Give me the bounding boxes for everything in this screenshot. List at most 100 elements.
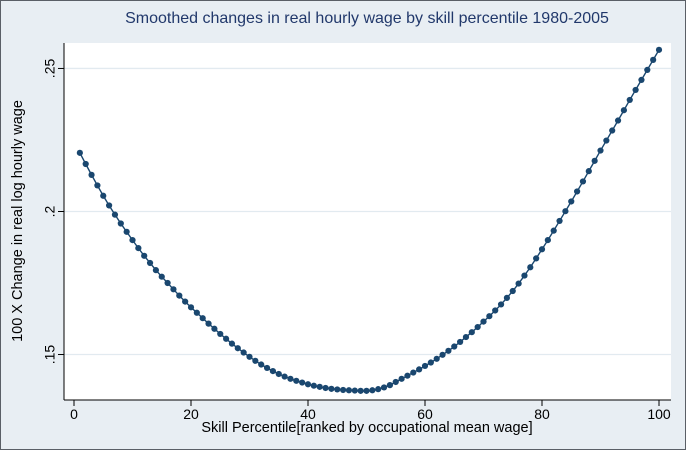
data-point xyxy=(199,315,206,322)
data-point xyxy=(591,157,598,164)
data-point xyxy=(550,227,557,234)
data-point xyxy=(457,338,464,346)
x-tick-label: 40 xyxy=(300,406,316,422)
data-point xyxy=(310,382,317,389)
x-tick-label: 0 xyxy=(70,406,78,422)
data-point xyxy=(544,236,551,244)
data-point xyxy=(556,217,563,225)
data-point xyxy=(340,386,347,394)
x-tick-label: 80 xyxy=(534,406,550,422)
data-point xyxy=(281,373,288,380)
data-point xyxy=(82,160,89,168)
data-point xyxy=(322,384,329,392)
data-point xyxy=(304,381,312,388)
x-tick-label: 100 xyxy=(647,406,671,422)
data-point xyxy=(287,375,294,382)
y-tick-label: .25 xyxy=(42,59,58,79)
data-point xyxy=(527,264,534,271)
data-point xyxy=(228,340,236,347)
data-point xyxy=(94,182,101,189)
data-point xyxy=(650,56,657,63)
data-point xyxy=(158,273,165,280)
data-point xyxy=(609,127,616,134)
data-point xyxy=(433,355,440,362)
data-point xyxy=(111,211,119,218)
data-point xyxy=(135,245,142,252)
data-point xyxy=(351,387,358,394)
data-point xyxy=(632,86,639,94)
data-point xyxy=(480,318,487,325)
data-point xyxy=(223,335,230,342)
x-axis-title: Skill Percentile[ranked by occupational … xyxy=(201,420,533,436)
data-point xyxy=(439,351,446,358)
data-point xyxy=(579,178,587,185)
data-point xyxy=(328,385,335,392)
data-point xyxy=(269,368,277,375)
data-line xyxy=(79,49,660,392)
x-tick-label: 60 xyxy=(417,406,433,422)
data-point xyxy=(521,272,528,279)
data-point xyxy=(146,259,154,267)
data-point xyxy=(574,188,581,195)
data-point xyxy=(211,325,218,332)
data-point xyxy=(503,294,511,301)
data-point xyxy=(357,387,364,394)
y-tick-label: .2 xyxy=(42,205,58,217)
data-point xyxy=(275,370,282,378)
data-point xyxy=(234,345,241,352)
data-point xyxy=(123,228,130,235)
data-point xyxy=(386,382,394,389)
data-point xyxy=(392,378,399,386)
data-point xyxy=(597,147,604,154)
data-point xyxy=(141,252,148,259)
data-point xyxy=(363,387,370,394)
data-point xyxy=(468,329,475,336)
chart-title: Smoothed changes in real hourly wage by … xyxy=(125,10,609,27)
data-point xyxy=(369,387,376,394)
data-point xyxy=(100,192,107,199)
data-point xyxy=(568,198,575,205)
data-point xyxy=(252,357,259,364)
data-point xyxy=(515,280,522,287)
data-point xyxy=(345,387,353,394)
data-point xyxy=(217,330,224,338)
data-point xyxy=(129,236,136,244)
data-point xyxy=(246,353,253,360)
data-point xyxy=(538,246,546,253)
data-point xyxy=(427,359,434,366)
data-point xyxy=(474,323,481,331)
data-point xyxy=(293,377,300,384)
data-point xyxy=(263,364,271,372)
data-point xyxy=(380,384,388,391)
data-point xyxy=(176,292,183,299)
data-point xyxy=(626,96,633,104)
data-point xyxy=(193,309,200,316)
data-point xyxy=(152,267,160,274)
data-point xyxy=(299,379,306,386)
data-point xyxy=(106,202,113,209)
data-point xyxy=(375,386,382,393)
data-point xyxy=(620,107,628,114)
data-point xyxy=(451,343,458,350)
data-point xyxy=(170,286,177,293)
data-point xyxy=(182,298,189,305)
data-point xyxy=(603,137,610,144)
x-tick-label: 20 xyxy=(183,406,199,422)
data-point xyxy=(416,366,423,373)
data-point xyxy=(638,76,645,84)
data-point xyxy=(205,320,212,327)
data-point xyxy=(421,362,429,370)
data-point xyxy=(655,46,663,53)
y-axis-title: 100 X Change in real log hourly wage xyxy=(10,100,26,342)
data-point xyxy=(533,255,540,262)
data-point xyxy=(644,66,651,73)
data-point xyxy=(445,347,452,354)
data-point xyxy=(410,369,417,376)
data-point xyxy=(164,279,171,287)
plot-region xyxy=(64,43,671,400)
data-point xyxy=(398,375,405,382)
data-point xyxy=(88,171,95,178)
data-point xyxy=(462,333,470,341)
data-point xyxy=(240,349,247,356)
